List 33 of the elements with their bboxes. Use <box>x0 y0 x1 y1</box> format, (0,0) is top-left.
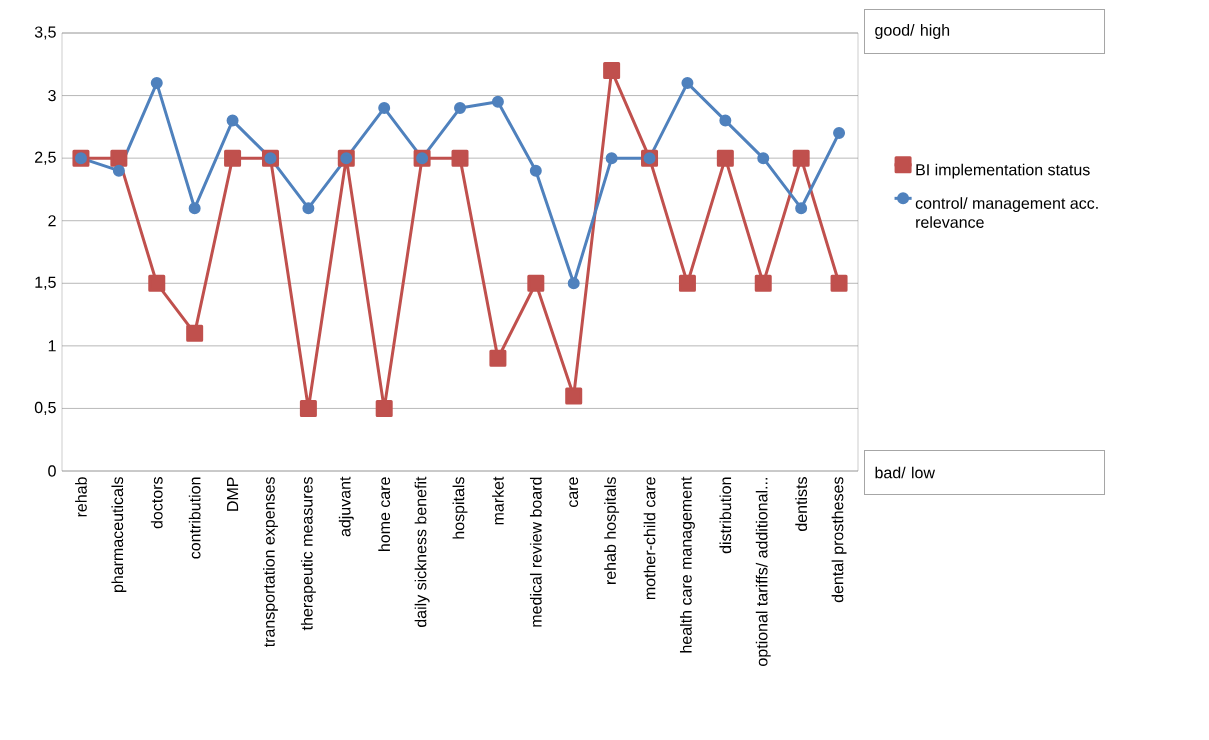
x-tick-label: DMP <box>227 477 239 511</box>
y-tick-label: 0,5 <box>34 401 56 416</box>
x-tick-label: health care management <box>679 476 695 653</box>
x-tick-label: doctors <box>150 477 163 529</box>
x-tick-label: home care <box>378 477 391 552</box>
x-tick-label: rehab <box>75 477 87 517</box>
y-tick-label: 1 <box>48 340 56 352</box>
x-tick-label: care <box>569 477 579 507</box>
x-tick-label: contribution <box>188 477 201 559</box>
legend-label: BI implementation status <box>916 163 1090 179</box>
x-tick-label: distribution <box>719 477 732 554</box>
x-tick-label: market <box>492 476 504 525</box>
x-tick-label: therapeutic measures <box>300 477 316 631</box>
x-tick-label: optional tariffs/ additional... <box>755 478 771 666</box>
x-tick-label: dentists <box>795 477 808 531</box>
x-tick-label: daily sickness benefit <box>414 476 430 628</box>
y-tick-label: 0 <box>48 465 56 477</box>
x-tick-label: adjuvant <box>338 476 354 537</box>
x-tick-label: pharmaceuticals <box>111 477 127 592</box>
text: good/ high <box>875 24 950 39</box>
y-tick-label: 2,5 <box>35 151 56 165</box>
y-tick-label: 1,5 <box>35 276 56 290</box>
x-tick-label: mother-child care <box>643 477 656 600</box>
x-tick-label: transportation expenses <box>263 477 278 648</box>
x-tick-label: medical review board <box>529 477 542 627</box>
y-tick-label: 3,5 <box>34 26 56 40</box>
legend-label: control/ management acc. relevance <box>915 197 1098 228</box>
text: bad/ low <box>875 466 936 479</box>
x-tick-label: dental prostheses <box>831 477 847 603</box>
y-tick-label: 3 <box>48 89 56 102</box>
x-tick-label: hospitals <box>452 477 468 539</box>
x-tick-label: rehab hospitals <box>604 477 620 584</box>
y-tick-label: 2 <box>48 215 56 227</box>
